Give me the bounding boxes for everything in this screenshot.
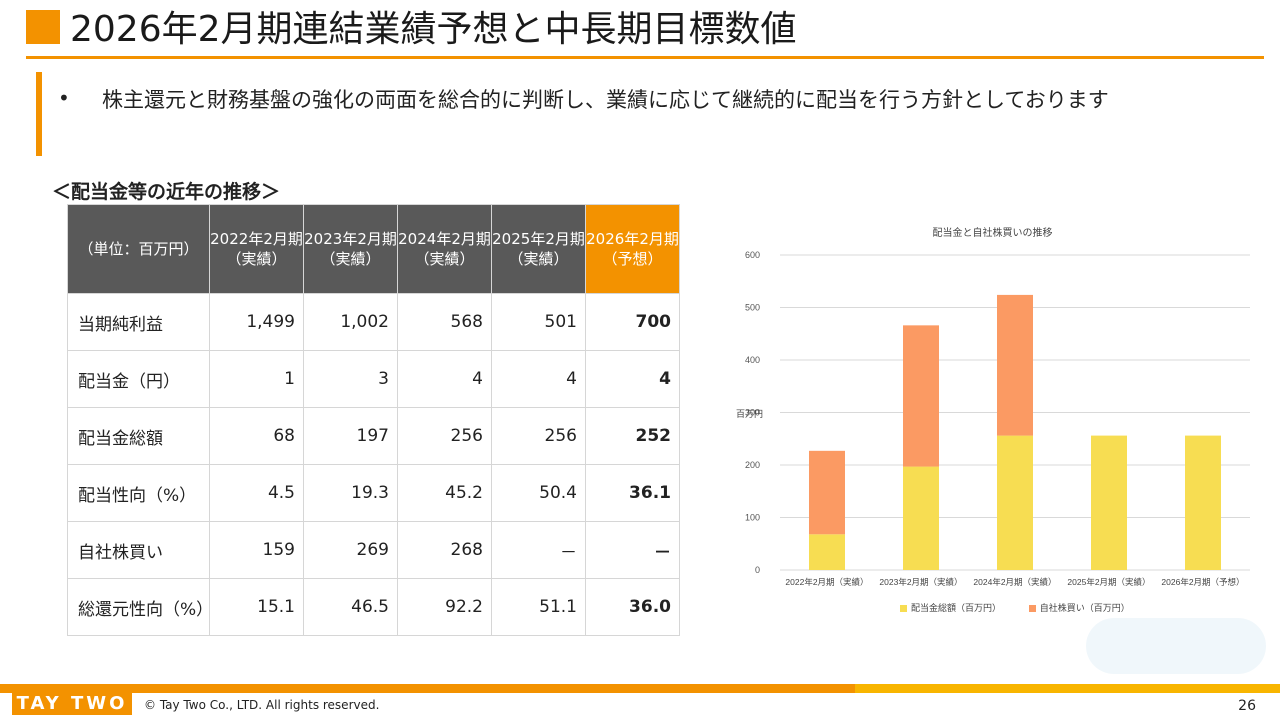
table-cell: 68 bbox=[209, 407, 304, 465]
chart-title: 配当金と自社株買いの推移 bbox=[932, 228, 1053, 239]
forecast-cell: 700 bbox=[585, 293, 680, 351]
bar-dividend bbox=[997, 435, 1033, 570]
footer-band bbox=[0, 684, 1280, 693]
page-title: 2026年2月期連結業績予想と中長期目標数値 bbox=[70, 9, 797, 50]
y-tick-label: 400 bbox=[745, 355, 760, 365]
table-cell: 501 bbox=[491, 293, 586, 351]
table-cell: 1,499 bbox=[209, 293, 304, 351]
table-cell: 19.3 bbox=[303, 464, 398, 522]
year-header: 2025年2月期 （実績） bbox=[491, 204, 586, 294]
bar-buyback bbox=[809, 450, 845, 535]
y-tick-label: 600 bbox=[745, 250, 760, 260]
forecast-cell: 252 bbox=[585, 407, 680, 465]
chart-plot: 0 100 200 300 400 500 600 2022年2月期（実績） 2023年2月期（… bbox=[745, 250, 1250, 587]
bar-dividend bbox=[1091, 435, 1127, 570]
table-cell: 4.5 bbox=[209, 464, 304, 522]
bar-dividend bbox=[809, 534, 845, 570]
x-tick-label: 2022年2月期（実績） bbox=[785, 577, 868, 587]
bar-buyback bbox=[997, 294, 1033, 436]
table-cell: 568 bbox=[397, 293, 492, 351]
table-cell: 159 bbox=[209, 521, 304, 579]
y-tick-label: 100 bbox=[745, 513, 760, 523]
bar-dividend bbox=[903, 466, 939, 570]
title-underline bbox=[26, 56, 1264, 59]
table-row: 配当金（円） 1 3 4 4 4 bbox=[67, 350, 680, 408]
forecast-cell: － bbox=[585, 521, 680, 579]
row-label: 配当性向（%） bbox=[67, 464, 210, 522]
section-title: ＜配当金等の近年の推移＞ bbox=[52, 181, 281, 203]
x-tick-label: 2023年2月期（実績） bbox=[879, 577, 962, 587]
forecast-cell: 36.1 bbox=[585, 464, 680, 522]
row-label: 配当金総額 bbox=[67, 407, 210, 465]
x-tick-label: 2024年2月期（実績） bbox=[973, 577, 1056, 587]
table-row: 自社株買い 159 269 268 － － bbox=[67, 521, 680, 579]
chart-ylabel: 百万円 bbox=[736, 410, 764, 420]
table-row: 総還元性向（%） 15.1 46.5 92.2 51.1 36.0 bbox=[67, 578, 680, 636]
table-cell: 269 bbox=[303, 521, 398, 579]
unit-header: （単位：百万円） bbox=[67, 204, 210, 294]
row-label: 配当金（円） bbox=[67, 350, 210, 408]
y-tick-label: 300 bbox=[745, 408, 760, 418]
table-cell: 197 bbox=[303, 407, 398, 465]
table-row: 当期純利益 1,499 1,002 568 501 700 bbox=[67, 293, 680, 351]
bullet-dot: • bbox=[58, 86, 70, 110]
policy-statement: 株主還元と財務基盤の強化の両面を総合的に判断し、業績に応じて継続的に配当を行う方… bbox=[102, 88, 1109, 112]
page-number: 26 bbox=[1238, 698, 1256, 714]
row-label: 自社株買い bbox=[67, 521, 210, 579]
table-cell: 1 bbox=[209, 350, 304, 408]
footer-band-orange bbox=[0, 684, 855, 693]
y-tick-label: 0 bbox=[755, 565, 760, 575]
bar-dividend bbox=[1185, 435, 1221, 570]
table-cell: 50.4 bbox=[491, 464, 586, 522]
year-header: 2022年2月期 （実績） bbox=[209, 204, 304, 294]
table-cell: 45.2 bbox=[397, 464, 492, 522]
row-label: 総還元性向（%） bbox=[67, 578, 213, 636]
year-header: 2024年2月期 （実績） bbox=[397, 204, 492, 294]
table-cell: 15.1 bbox=[209, 578, 304, 636]
table-cell: 256 bbox=[491, 407, 586, 465]
chart-legend: 配当金総額（百万円） 自社株買い（百万円） bbox=[900, 601, 1130, 614]
mascot-decoration bbox=[1086, 618, 1266, 674]
table-cell: － bbox=[491, 521, 586, 579]
table-row: 配当金総額 68 197 256 256 252 bbox=[67, 407, 680, 465]
table-cell: 4 bbox=[491, 350, 586, 408]
table-cell: 92.2 bbox=[397, 578, 492, 636]
footer-band-yellow bbox=[855, 684, 1280, 693]
row-label: 当期純利益 bbox=[67, 293, 210, 351]
returns-chart: 配当金と自社株買いの推移 百万円 0 100 200 300 400 500 600 2022… bbox=[720, 210, 1265, 630]
table-cell: 46.5 bbox=[303, 578, 398, 636]
forecast-cell: 36.0 bbox=[585, 578, 680, 636]
forecast-year-header: 2026年2月期 （予想） bbox=[585, 204, 680, 294]
legend-swatch-dividend bbox=[900, 605, 907, 612]
table-row: 配当性向（%） 4.5 19.3 45.2 50.4 36.1 bbox=[67, 464, 680, 522]
legend-label: 自社株買い（百万円） bbox=[1039, 604, 1130, 614]
copyright-text: © Tay Two Co., LTD. All rights reserved. bbox=[144, 698, 380, 712]
year-header: 2023年2月期 （実績） bbox=[303, 204, 398, 294]
x-tick-label: 2026年2月期（予想） bbox=[1161, 577, 1244, 587]
legend-label: 配当金総額（百万円） bbox=[911, 604, 1002, 614]
title-marker bbox=[26, 10, 60, 44]
forecast-cell: 4 bbox=[585, 350, 680, 408]
company-logo: TAY TWO bbox=[12, 693, 132, 715]
bar-buyback bbox=[903, 325, 939, 467]
dividend-table: （単位：百万円） 2022年2月期 （実績） 2023年2月期 （実績） 2024年… bbox=[67, 204, 680, 636]
y-tick-label: 200 bbox=[745, 460, 760, 470]
y-tick-label: 500 bbox=[745, 303, 760, 313]
legend-swatch-buyback bbox=[1028, 605, 1036, 612]
x-tick-label: 2025年2月期（実績） bbox=[1067, 577, 1150, 587]
table-cell: 268 bbox=[397, 521, 492, 579]
bullet-accent-bar bbox=[36, 72, 42, 156]
table-header-row: （単位：百万円） 2022年2月期 （実績） 2023年2月期 （実績） 2024年… bbox=[67, 204, 680, 294]
table-cell: 51.1 bbox=[491, 578, 586, 636]
table-cell: 1,002 bbox=[303, 293, 398, 351]
table-cell: 256 bbox=[397, 407, 492, 465]
table-cell: 3 bbox=[303, 350, 398, 408]
table-cell: 4 bbox=[397, 350, 492, 408]
